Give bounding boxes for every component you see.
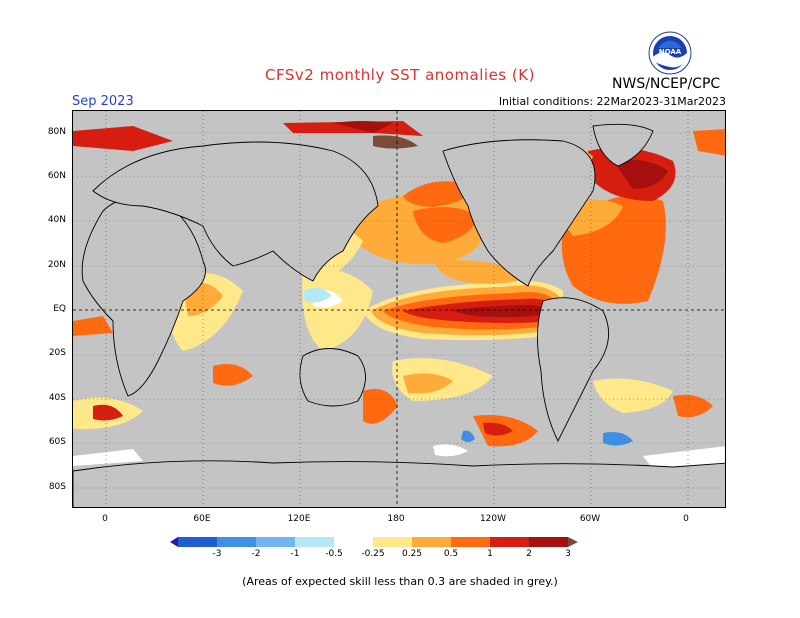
antarctica-outline <box>73 460 725 507</box>
lat-label: 20N <box>47 260 66 270</box>
colorbar-segment <box>256 537 295 547</box>
anomaly-npac-e <box>433 260 528 284</box>
anomaly-goa <box>403 181 473 207</box>
colorbar-label: -0.5 <box>325 549 343 559</box>
australia-outline <box>299 348 366 407</box>
colorbar-label: 3 <box>565 549 571 559</box>
lon-label: 180 <box>387 514 405 524</box>
anomaly-spac-2 <box>403 373 453 394</box>
forecast-month: Sep 2023 <box>72 94 134 109</box>
anomaly-spac-cool <box>461 430 475 442</box>
anomaly-satl <box>593 378 673 413</box>
lon-label: 0 <box>102 514 108 524</box>
svg-text:NOAA: NOAA <box>659 48 682 56</box>
colorbar-segment <box>178 537 217 547</box>
anomaly-arctic-4 <box>73 126 173 151</box>
sst-anomaly-map <box>72 110 726 508</box>
initial-conditions: Initial conditions: 22Mar2023-31Mar2023 <box>498 95 726 108</box>
eurasia-outline <box>92 141 379 282</box>
colorbar-arrow-high <box>568 537 578 547</box>
anomaly-arabian <box>73 316 113 336</box>
colorbar <box>170 537 578 547</box>
page-title: CFSv2 monthly SST anomalies (K) <box>265 66 535 84</box>
agency-label: NWS/NCEP/CPC <box>612 76 721 92</box>
lat-label: 80N <box>47 127 66 137</box>
colorbar-label: -3 <box>212 549 222 559</box>
colorbar-label: 1 <box>487 549 493 559</box>
noaa-logo: NOAA <box>648 31 692 75</box>
lon-label: 120W <box>479 514 507 524</box>
colorbar-label: 0.5 <box>443 549 459 559</box>
colorbar-label: -1 <box>290 549 300 559</box>
anomaly-arctic-5 <box>693 129 725 156</box>
anomaly-s-indian2 <box>93 404 123 421</box>
anomaly-tasman <box>363 388 398 424</box>
colorbar-segment <box>295 537 334 547</box>
anomaly-satl-cool <box>603 432 633 446</box>
map-canvas <box>73 111 725 507</box>
anomaly-so-white-3 <box>433 444 468 457</box>
colorbar-segment <box>451 537 490 547</box>
anomaly-so-white-2 <box>643 446 725 469</box>
lon-label: 120E <box>287 514 311 524</box>
lat-label: 80S <box>48 482 66 492</box>
colorbar-segment <box>373 537 412 547</box>
colorbar-arrow-low <box>170 537 178 547</box>
continents <box>73 123 725 507</box>
lat-label: EQ <box>53 304 66 314</box>
colorbar-label: 2 <box>526 549 532 559</box>
colorbar-segment <box>412 537 451 547</box>
lat-label: 60N <box>47 171 66 181</box>
anomaly-so-white-1 <box>73 449 143 466</box>
lon-label: 60E <box>193 514 211 524</box>
anomaly-natl-n2 <box>613 159 668 189</box>
colorbar-label: 0.25 <box>401 549 423 559</box>
anomaly-arctic-2 <box>333 121 393 133</box>
colorbar-label: -0.25 <box>361 549 385 559</box>
anomaly-enso-3 <box>453 305 547 318</box>
lat-label: 40N <box>47 215 66 225</box>
anomaly-indian-s <box>213 363 253 386</box>
anomaly-satl-2 <box>673 394 713 418</box>
lon-label: 0 <box>683 514 689 524</box>
anomaly-arctic-3 <box>373 135 418 149</box>
colorbar-segment <box>529 537 568 547</box>
anomaly-wpac-c <box>303 287 331 303</box>
north-america-outline <box>442 139 596 287</box>
colorbar-segment <box>217 537 256 547</box>
lat-label: 60S <box>48 437 66 447</box>
graticule <box>73 111 725 507</box>
colorbar-segment <box>490 537 529 547</box>
south-america-outline <box>536 297 610 443</box>
colorbar-segment <box>334 537 373 547</box>
anomaly-spac-s2 <box>483 422 513 436</box>
greenland-outline <box>592 123 654 167</box>
lat-label: 40S <box>48 393 66 403</box>
lat-label: 20S <box>48 348 66 358</box>
skill-footnote: (Areas of expected skill less than 0.3 a… <box>242 575 558 588</box>
anomaly-npac-2 <box>413 207 478 243</box>
lon-label: 60W <box>579 514 601 524</box>
colorbar-label: -2 <box>251 549 261 559</box>
